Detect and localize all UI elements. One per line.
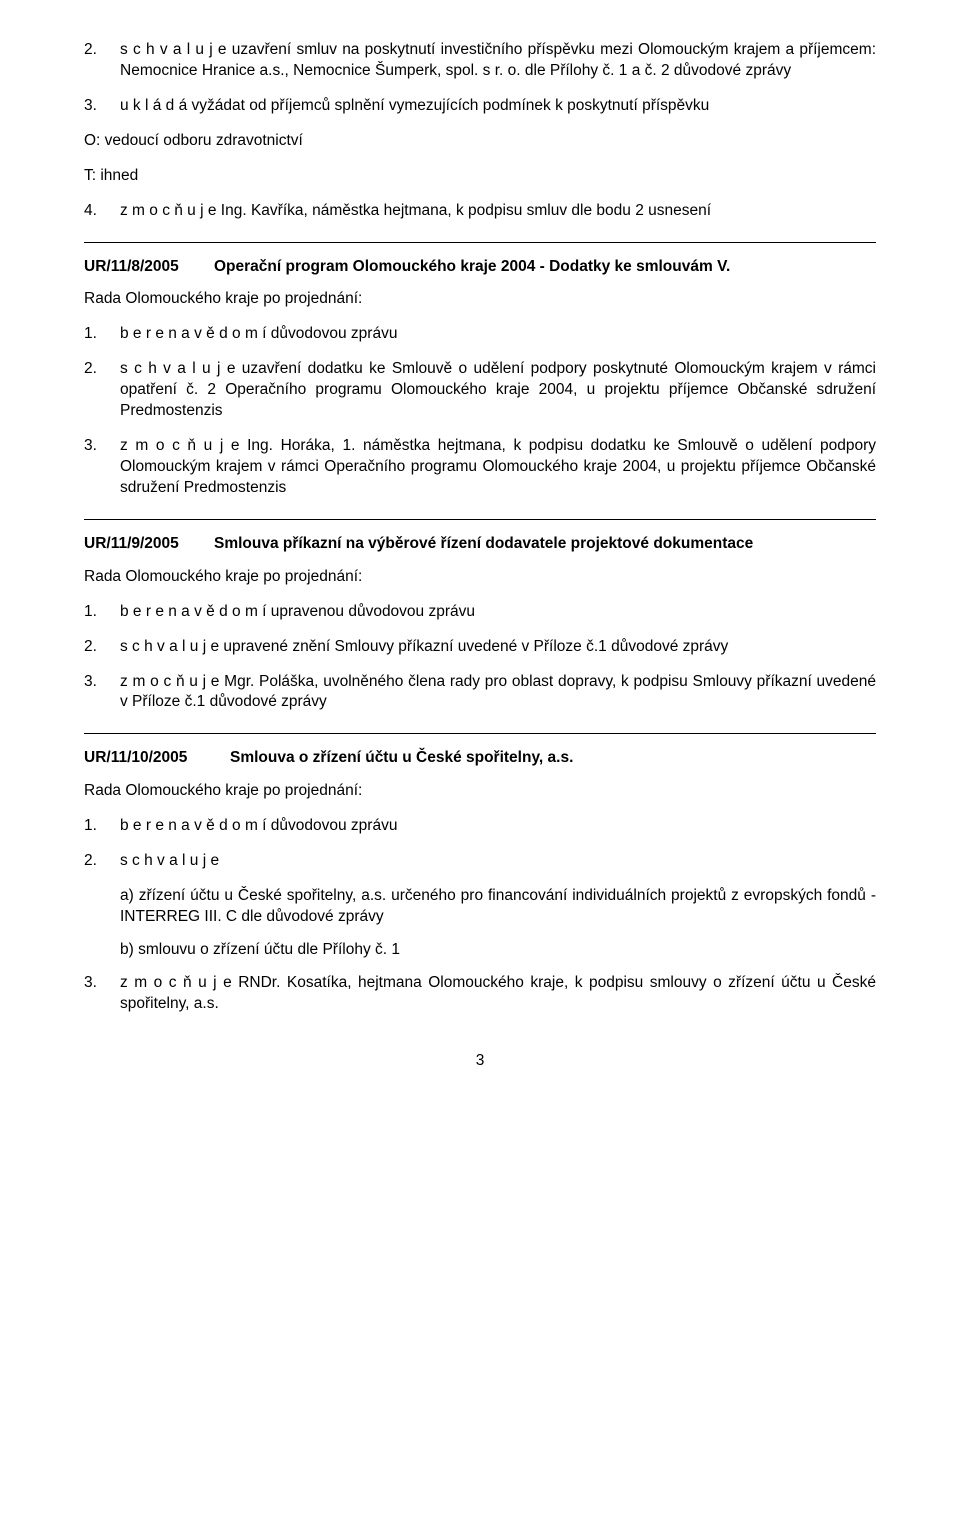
section-list: 1. b e r e n a v ě d o m í důvodovou zpr… bbox=[84, 324, 876, 498]
top-list: 2. s c h v a l u j e uzavření smluv na p… bbox=[84, 40, 876, 222]
list-item: 3. z m o c ň u j e Mgr. Poláška, uvolněn… bbox=[84, 672, 876, 714]
section-list: 1. b e r e n a v ě d o m í důvodovou zpr… bbox=[84, 816, 876, 872]
sub-item: a) zřízení účtu u České spořitelny, a.s.… bbox=[120, 886, 876, 928]
item-number: 1. bbox=[84, 816, 120, 837]
item-text: b e r e n a v ě d o m í důvodovou zprávu bbox=[120, 324, 876, 345]
list-item: 4. z m o c ň u j e Ing. Kavříka, náměstk… bbox=[84, 201, 876, 222]
item-number: 2. bbox=[84, 40, 120, 82]
heading-title: Smlouva příkazní na výběrové řízení doda… bbox=[214, 534, 876, 555]
list-item: 1. b e r e n a v ě d o m í důvodovou zpr… bbox=[84, 324, 876, 345]
item-number: 3. bbox=[84, 672, 120, 714]
item-number: 2. bbox=[84, 637, 120, 658]
section-list: 1. b e r e n a v ě d o m í upravenou dův… bbox=[84, 602, 876, 714]
item-number: 1. bbox=[84, 602, 120, 623]
item-text: z m o c ň u j e Mgr. Poláška, uvolněného… bbox=[120, 672, 876, 714]
rada-line: Rada Olomouckého kraje po projednání: bbox=[84, 781, 876, 802]
t-line: T: ihned bbox=[84, 166, 876, 187]
item-number: 2. bbox=[84, 359, 120, 422]
item-text: s c h v a l u j e uzavření dodatku ke Sm… bbox=[120, 359, 876, 422]
list-item: 3. z m o c ň u j e Ing. Horáka, 1. náměs… bbox=[84, 436, 876, 499]
item-number: 3. bbox=[84, 436, 120, 499]
item-text: s c h v a l u j e upravené znění Smlouvy… bbox=[120, 637, 876, 658]
page-number: 3 bbox=[84, 1051, 876, 1072]
list-item: 1. b e r e n a v ě d o m í důvodovou zpr… bbox=[84, 816, 876, 837]
list-item: 2. s c h v a l u j e upravené znění Smlo… bbox=[84, 637, 876, 658]
item-number: 2. bbox=[84, 851, 120, 872]
item-text: u k l á d á vyžádat od příjemců splnění … bbox=[120, 96, 876, 117]
heading-title: Smlouva o zřízení účtu u České spořiteln… bbox=[230, 748, 876, 769]
item-text: s c h v a l u j e uzavření smluv na posk… bbox=[120, 40, 876, 82]
list-item: 3. u k l á d á vyžádat od příjemců splně… bbox=[84, 96, 876, 117]
section-heading: UR/11/8/2005 Operační program Olomouckéh… bbox=[84, 257, 876, 278]
item-number: 3. bbox=[84, 96, 120, 117]
list-item: 2. s c h v a l u j e uzavření dodatku ke… bbox=[84, 359, 876, 422]
list-item: 3. z m o c ň u j e RNDr. Kosatíka, hejtm… bbox=[84, 973, 876, 1015]
list-item: 1. b e r e n a v ě d o m í upravenou dův… bbox=[84, 602, 876, 623]
item-text: z m o c ň u j e RNDr. Kosatíka, hejtmana… bbox=[120, 973, 876, 1015]
item-number: 1. bbox=[84, 324, 120, 345]
section-heading: UR/11/10/2005 Smlouva o zřízení účtu u Č… bbox=[84, 748, 876, 769]
item-text: z m o c ň u j e Ing. Kavříka, náměstka h… bbox=[120, 201, 876, 222]
item-text: b e r e n a v ě d o m í upravenou důvodo… bbox=[120, 602, 876, 623]
item-text: s c h v a l u j e bbox=[120, 851, 876, 872]
section-heading: UR/11/9/2005 Smlouva příkazní na výběrov… bbox=[84, 534, 876, 555]
list-item: 2. s c h v a l u j e uzavření smluv na p… bbox=[84, 40, 876, 82]
heading-code: UR/11/9/2005 bbox=[84, 534, 214, 555]
item-number: 4. bbox=[84, 201, 120, 222]
section-list: 3. z m o c ň u j e RNDr. Kosatíka, hejtm… bbox=[84, 973, 876, 1015]
rada-line: Rada Olomouckého kraje po projednání: bbox=[84, 567, 876, 588]
divider bbox=[84, 733, 876, 734]
list-item: 2. s c h v a l u j e bbox=[84, 851, 876, 872]
o-line: O: vedoucí odboru zdravotnictví bbox=[84, 131, 876, 152]
item-number: 3. bbox=[84, 973, 120, 1015]
rada-line: Rada Olomouckého kraje po projednání: bbox=[84, 289, 876, 310]
divider bbox=[84, 242, 876, 243]
item-text: z m o c ň u j e Ing. Horáka, 1. náměstka… bbox=[120, 436, 876, 499]
heading-code: UR/11/8/2005 bbox=[84, 257, 214, 278]
item-text: b e r e n a v ě d o m í důvodovou zprávu bbox=[120, 816, 876, 837]
heading-title: Operační program Olomouckého kraje 2004 … bbox=[214, 257, 876, 278]
heading-code: UR/11/10/2005 bbox=[84, 748, 230, 769]
sub-item: b) smlouvu o zřízení účtu dle Přílohy č.… bbox=[120, 940, 876, 961]
divider bbox=[84, 519, 876, 520]
